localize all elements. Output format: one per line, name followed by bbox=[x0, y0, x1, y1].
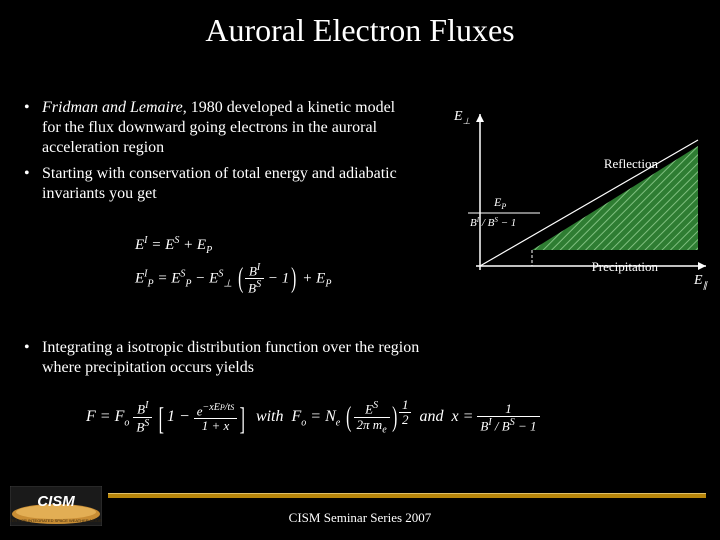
equation-line: EI = ES + EP bbox=[135, 230, 331, 262]
equation-block-1: EI = ES + EP EIP = ESP − ES⊥ (BIBS − 1) … bbox=[135, 230, 331, 296]
bullet-item: • Starting with conservation of total en… bbox=[20, 164, 415, 204]
bullet-item: • Fridman and Lemaire, 1980 developed a … bbox=[20, 98, 415, 158]
bullet-mark: • bbox=[20, 164, 42, 204]
footer-text: CISM Seminar Series 2007 bbox=[0, 510, 720, 526]
equation-line: EIP = ESP − ES⊥ (BIBS − 1) + EP bbox=[135, 262, 331, 296]
bullet-item: • Integrating a isotropic distribution f… bbox=[20, 338, 450, 378]
slide-title: Auroral Electron Fluxes bbox=[0, 0, 720, 49]
equation-block-2: F = Fo BIBS [1 − e−xEP/tS1 + x] with Fo … bbox=[86, 398, 540, 435]
bullet-list-1: • Fridman and Lemaire, 1980 developed a … bbox=[20, 98, 415, 204]
bullet-text: Integrating a isotropic distribution fun… bbox=[42, 338, 450, 378]
logo-text: CISM bbox=[37, 493, 75, 510]
reflection-label: Reflection bbox=[604, 156, 658, 172]
precipitation-label: Precipitation bbox=[588, 258, 662, 276]
bullet-text: Starting with conservation of total ener… bbox=[42, 164, 415, 204]
bullet-list-2: • Integrating a isotropic distribution f… bbox=[20, 338, 450, 384]
bullet-mark: • bbox=[20, 98, 42, 158]
bullet-mark: • bbox=[20, 338, 42, 378]
phase-space-diagram: E⊥ E∥ EP BI / BS − 1 Reflection Precipit… bbox=[440, 98, 710, 298]
slope-label-num: EP bbox=[493, 195, 506, 211]
slope-label-den: BI / BS − 1 bbox=[470, 216, 516, 229]
footer-divider bbox=[108, 493, 706, 498]
bullet-text: Fridman and Lemaire, 1980 developed a ki… bbox=[42, 98, 415, 158]
y-axis-label: E⊥ bbox=[453, 109, 471, 126]
x-axis-label: E∥ bbox=[693, 273, 709, 290]
diagram-svg: E⊥ E∥ EP BI / BS − 1 bbox=[440, 98, 710, 298]
